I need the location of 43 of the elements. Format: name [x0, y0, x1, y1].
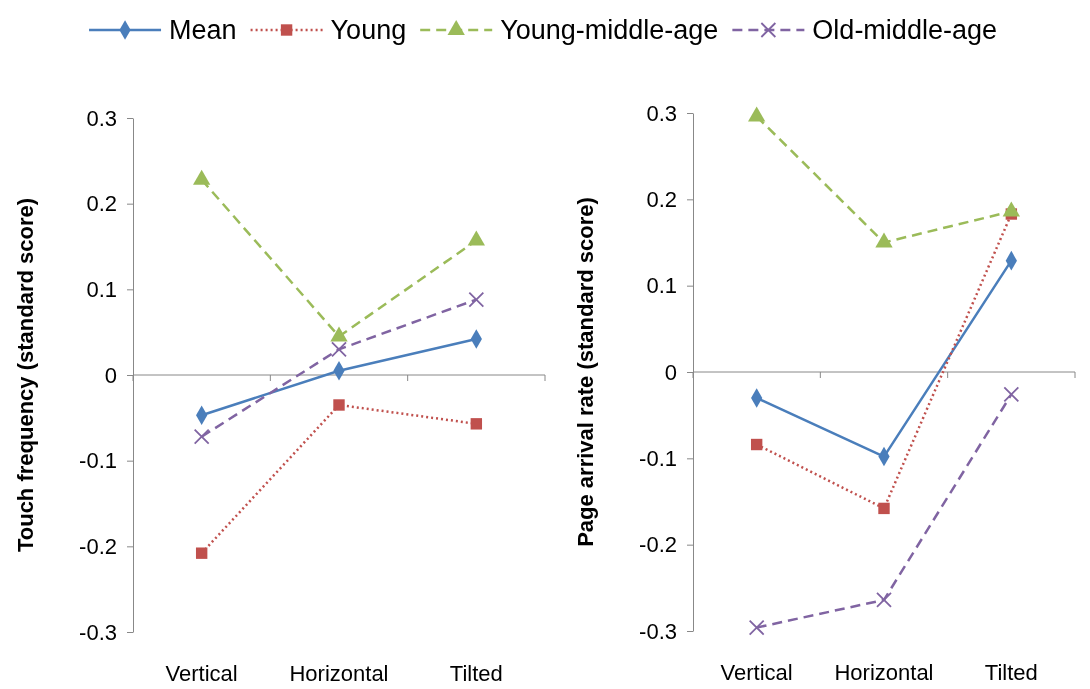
point	[193, 169, 211, 185]
y-tick-label: 0.3	[86, 105, 117, 131]
y-axis-title: Touch frequency (standard score)	[13, 197, 38, 553]
point	[875, 232, 893, 248]
point	[748, 106, 766, 122]
x-tick-label: Horizontal	[289, 661, 389, 686]
point	[330, 326, 348, 342]
x-tick-label: Tilted	[984, 660, 1038, 685]
y-tick-label: -0.2	[79, 533, 117, 559]
point	[1003, 386, 1020, 403]
y-tick-label: -0.1	[639, 445, 677, 471]
point	[750, 438, 763, 451]
point	[331, 341, 347, 358]
legend-label: Young-middle-age	[500, 15, 719, 45]
y-tick-label: -0.1	[79, 448, 117, 474]
y-axis-title: Page arrival rate (standard score)	[573, 197, 598, 547]
y-tick-label: 0.2	[86, 191, 117, 217]
y-tick-label: -0.2	[639, 532, 677, 558]
y-tick-label: 0.3	[646, 100, 677, 126]
y-tick-label: 0	[104, 362, 117, 388]
legend-label: Mean	[169, 15, 237, 45]
point	[193, 428, 210, 445]
y-tick-label: 0.1	[646, 273, 677, 299]
point	[467, 230, 485, 246]
point	[468, 291, 485, 308]
y-tick-label: 0.2	[646, 186, 677, 212]
x-tick-label: Tilted	[449, 661, 503, 686]
y-tick-label: 0	[664, 359, 677, 385]
point	[878, 502, 890, 515]
point	[876, 592, 892, 608]
x-tick-label: Horizontal	[834, 660, 934, 685]
x-tick-label: Vertical	[165, 661, 238, 686]
y-tick-label: 0.1	[86, 276, 117, 302]
point	[333, 399, 345, 411]
legend-label: Young	[330, 15, 407, 45]
y-tick-label: -0.3	[79, 619, 117, 645]
point	[1002, 201, 1020, 217]
point	[195, 547, 208, 559]
point	[748, 619, 765, 636]
legend-label: Old-middle-age	[812, 15, 997, 45]
point	[470, 418, 483, 430]
y-tick-label: -0.3	[639, 618, 677, 644]
x-tick-label: Vertical	[720, 660, 793, 685]
